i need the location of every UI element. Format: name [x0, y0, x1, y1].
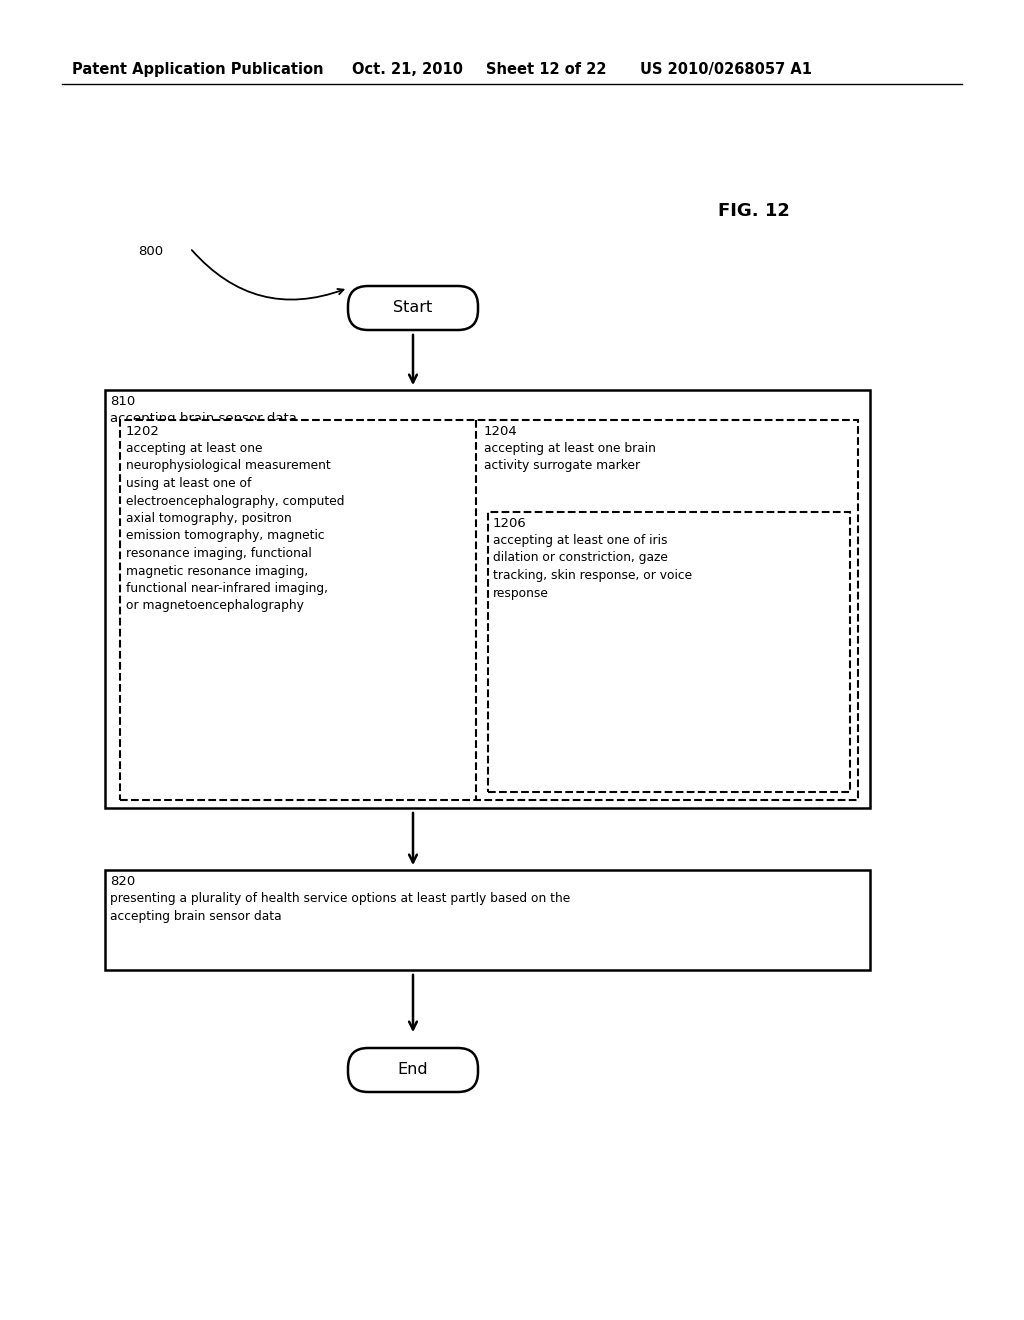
Text: accepting at least one brain
activity surrogate marker: accepting at least one brain activity su… [484, 442, 656, 473]
Text: 1204: 1204 [484, 425, 518, 438]
Text: Sheet 12 of 22: Sheet 12 of 22 [486, 62, 606, 77]
FancyBboxPatch shape [348, 1048, 478, 1092]
Text: accepting at least one
neurophysiological measurement
using at least one of
elec: accepting at least one neurophysiologica… [126, 442, 344, 612]
Text: 1206: 1206 [493, 517, 526, 531]
Bar [105, 870, 870, 970]
Text: 810: 810 [110, 395, 135, 408]
Bar [105, 389, 870, 808]
Text: accepting at least one of iris
dilation or constriction, gaze
tracking, skin res: accepting at least one of iris dilation … [493, 535, 692, 599]
Text: End: End [397, 1063, 428, 1077]
FancyBboxPatch shape [348, 286, 478, 330]
Text: Patent Application Publication: Patent Application Publication [72, 62, 324, 77]
Text: presenting a plurality of health service options at least partly based on the
ac: presenting a plurality of health service… [110, 892, 570, 923]
Text: Start: Start [393, 301, 432, 315]
Text: US 2010/0268057 A1: US 2010/0268057 A1 [640, 62, 812, 77]
Text: 800: 800 [138, 246, 163, 257]
Text: accepting brain sensor data: accepting brain sensor data [110, 412, 297, 425]
Bar [488, 512, 850, 792]
Text: 820: 820 [110, 875, 135, 888]
Bar [120, 420, 858, 800]
Text: FIG. 12: FIG. 12 [718, 202, 790, 220]
Text: 1202: 1202 [126, 425, 160, 438]
Text: Oct. 21, 2010: Oct. 21, 2010 [352, 62, 463, 77]
